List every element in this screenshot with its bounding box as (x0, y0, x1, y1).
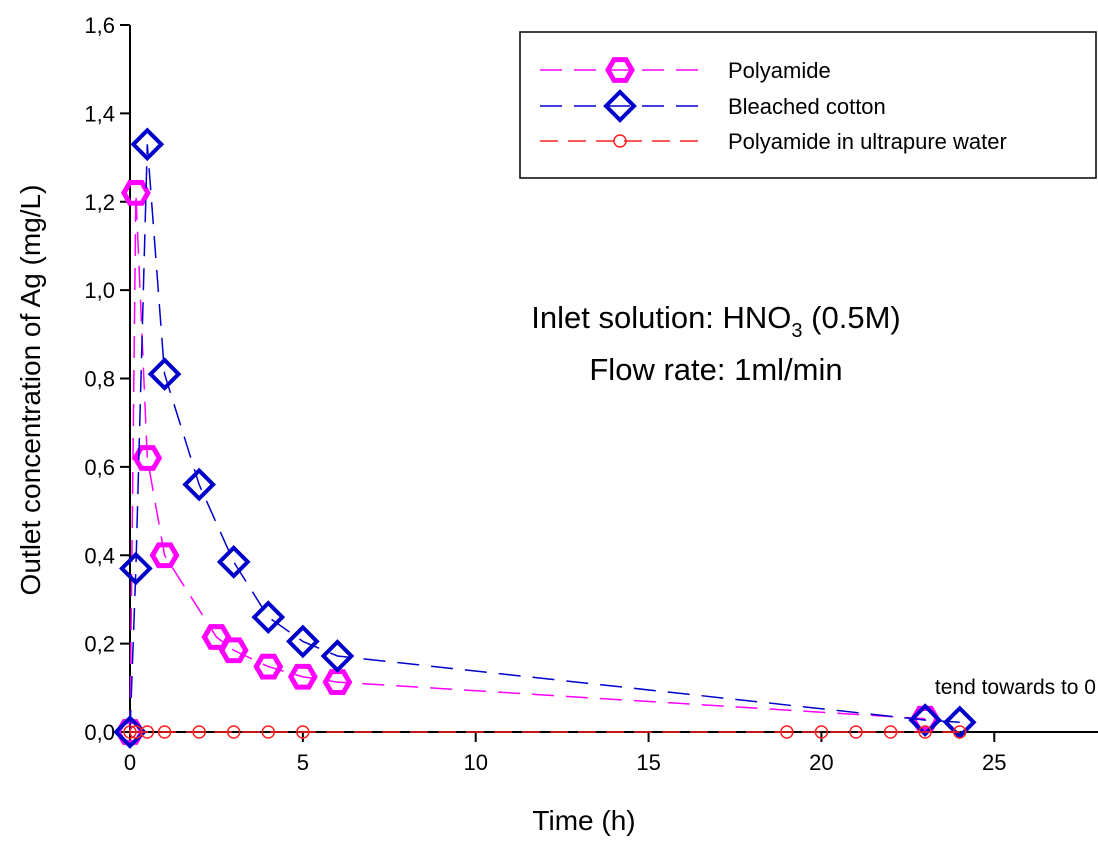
series-line (130, 144, 960, 732)
series-line (130, 193, 925, 732)
series-polyamide (118, 183, 937, 743)
legend: Polyamide Bleached cotton Polyamide in ult… (520, 32, 1096, 178)
annotation-tend-towards-zero: tend towards to 0 (935, 676, 1096, 699)
inlet-subscript: 3 (791, 320, 802, 342)
inlet-prefix: Inlet solution: HNO (531, 300, 791, 335)
y-tick-label: 0,2 (84, 632, 115, 657)
legend-label: Polyamide in ultrapure water (728, 129, 1007, 154)
legend-label: Bleached cotton (728, 94, 886, 119)
legend-label: Polyamide (728, 58, 831, 83)
y-tick-label: 0,4 (84, 543, 115, 568)
x-axis-label: Time (h) (532, 805, 635, 836)
data-point (220, 548, 248, 576)
inlet-suffix: (0.5M) (803, 300, 901, 335)
x-tick-label: 15 (636, 750, 660, 775)
x-tick-label: 5 (297, 750, 309, 775)
annotation-inlet-solution: Inlet solution: HNO3 (0.5M) (531, 300, 900, 342)
x-tick-label: 25 (982, 750, 1006, 775)
y-tick-label: 1,0 (84, 278, 115, 303)
x-tick-label: 20 (809, 750, 833, 775)
y-tick-label: 1,4 (84, 101, 115, 126)
y-tick-label: 1,6 (84, 13, 115, 38)
y-axis-label: Outlet concentration of Ag (mg/L) (15, 185, 46, 596)
x-tick-label: 10 (463, 750, 487, 775)
y-tick-label: 0,0 (84, 720, 115, 745)
y-tick-label: 0,6 (84, 455, 115, 480)
data-point (254, 603, 282, 631)
y-tick-label: 1,2 (84, 190, 115, 215)
annotation-flow-rate: Flow rate: 1ml/min (589, 352, 842, 387)
series-layer (116, 130, 974, 746)
x-tick-label: 0 (124, 750, 136, 775)
y-tick-label: 0,8 (84, 367, 115, 392)
